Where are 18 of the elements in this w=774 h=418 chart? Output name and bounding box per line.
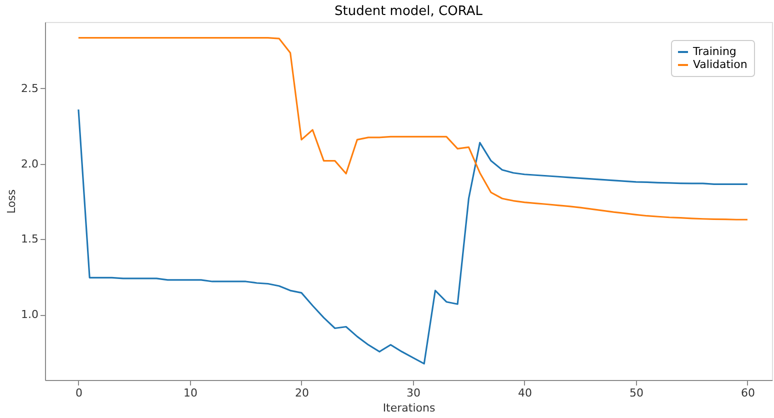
y-tick-label: 2.5 (21, 82, 38, 95)
line-series (78, 37, 748, 220)
y-tick-label: 1.0 (21, 308, 38, 322)
y-tick-label: 2.0 (21, 157, 38, 170)
x-tick-label: 30 (406, 386, 420, 400)
x-tick-label: 50 (629, 386, 644, 400)
legend-label: Training (692, 45, 736, 58)
line-series (78, 108, 748, 365)
x-tick-label: 10 (183, 386, 198, 400)
y-tick-label: 1.5 (21, 232, 38, 246)
x-tick-label: 0 (75, 386, 82, 400)
legend-label: Validation (693, 58, 748, 71)
y-axis-title: Loss (5, 189, 18, 214)
x-tick-label: 20 (294, 386, 309, 400)
x-tick-label: 40 (518, 386, 532, 400)
chart-title: Student model, CORAL (334, 4, 484, 19)
x-axis-title: Iterations (382, 402, 436, 414)
x-tick-label: 60 (740, 386, 755, 400)
